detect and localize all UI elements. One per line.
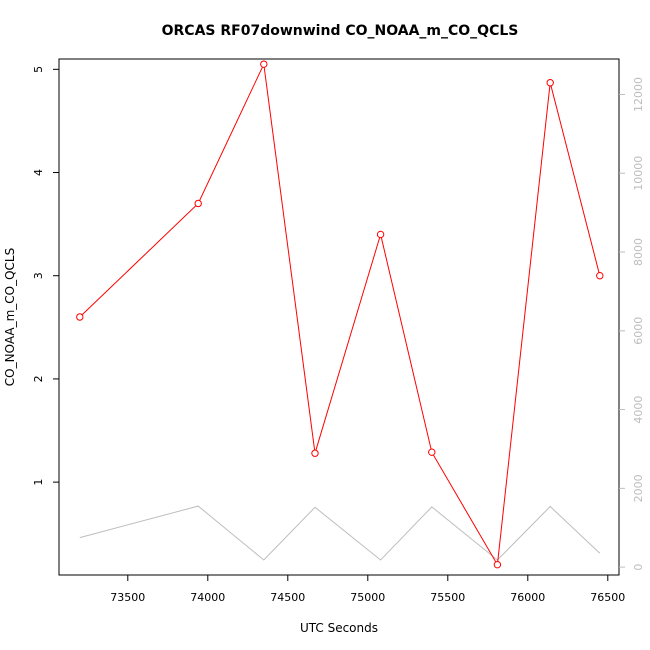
x-axis-label: UTC Seconds <box>300 621 378 635</box>
data-point <box>493 560 502 569</box>
y-tick-label: 4 <box>32 169 45 176</box>
data-point <box>311 449 319 457</box>
series-layer <box>76 60 604 569</box>
y-tick-label: 3 <box>32 272 45 279</box>
y-tick-label: 2 <box>32 375 45 382</box>
series-line-primary <box>79 62 601 567</box>
x-tick-label: 76500 <box>590 591 625 604</box>
x-tick-label: 75500 <box>430 591 465 604</box>
y2-tick-label: 10000 <box>632 156 645 191</box>
data-point <box>428 448 436 456</box>
plot-frame <box>58 58 620 576</box>
y2-tick-label: 2000 <box>632 474 645 502</box>
y2-tick-label: 12000 <box>632 77 645 112</box>
x-tick-label: 76000 <box>510 591 545 604</box>
x-tick-label: 74000 <box>190 591 225 604</box>
data-point <box>596 272 604 280</box>
data-point <box>194 199 202 208</box>
chart-title: ORCAS RF07downwind CO_NOAA_m_CO_QCLS <box>162 23 519 39</box>
y2-tick-label: 8000 <box>632 238 645 266</box>
x-axis: 73500 74000 74500 75000 75500 76000 76500 <box>110 575 625 604</box>
data-point <box>260 60 268 68</box>
y2-axis-right: 0 2000 4000 6000 8000 10000 12000 <box>619 77 645 571</box>
y-tick-label: 1 <box>32 479 45 486</box>
x-tick-label: 75000 <box>350 591 385 604</box>
series-line-secondary <box>79 505 601 561</box>
y2-tick-label: 0 <box>632 564 645 571</box>
data-point <box>376 230 385 239</box>
x-tick-label: 73500 <box>110 591 145 604</box>
y-axis: 1 2 3 4 5 <box>32 66 59 486</box>
data-point <box>546 79 554 87</box>
y-axis-label: CO_NOAA_m_CO_QCLS <box>3 248 17 386</box>
data-point <box>76 313 84 321</box>
y-tick-label: 5 <box>32 66 45 73</box>
x-tick-label: 74500 <box>270 591 305 604</box>
y2-tick-label: 6000 <box>632 317 645 345</box>
y2-tick-label: 4000 <box>632 396 645 424</box>
